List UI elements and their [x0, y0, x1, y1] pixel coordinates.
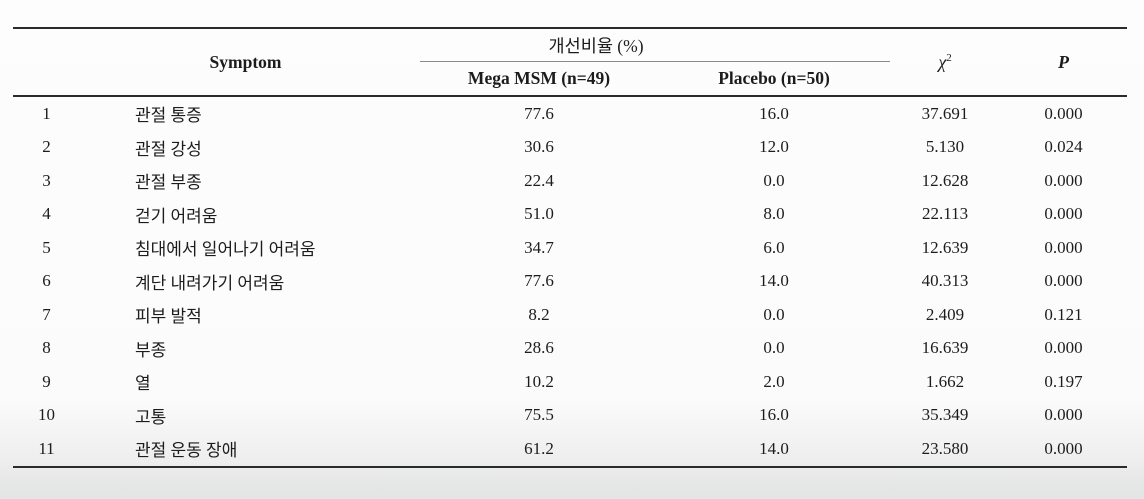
cell-chi-square: 1.662 [925, 371, 965, 391]
cell-placebo: 14.0 [759, 271, 789, 291]
table-row: 3 관절 부종 22.4 0.0 12.628 0.000 [13, 164, 1127, 198]
cell-symptom: 고통 [135, 407, 167, 427]
cell-mega-msm: 8.2 [528, 304, 550, 324]
cell-row-number: 1 [42, 103, 51, 123]
table-row: 4 걷기 어려움 51.0 8.0 22.113 0.000 [13, 198, 1127, 232]
table-row: 1 관절 통증 77.6 16.0 37.691 0.000 [13, 96, 1127, 131]
table-header: Symptom 개선비율 (%) χ2 P Mega MSM (n=49) Pl… [13, 28, 1128, 97]
cell-placebo: 12.0 [759, 137, 789, 157]
cell-p-value: 0.197 [1044, 371, 1083, 391]
cell-symptom: 관절 운동 장애 [80, 432, 421, 468]
header-row-treatments: Mega MSM (n=49) Placebo (n=50) [13, 61, 1127, 97]
table-row: 9 열 10.2 2.0 1.662 0.197 [13, 365, 1127, 399]
cell-symptom: 걷기 어려움 [135, 206, 218, 226]
cell-p-value: 0.000 [1044, 271, 1083, 291]
cell-placebo: 0.0 [763, 304, 785, 324]
cell-mega-msm: 75.5 [524, 405, 554, 425]
symptom-table: Symptom 개선비율 (%) χ2 P Mega MSM (n=49) Pl… [13, 27, 1128, 468]
cell-chi-square: 40.313 [921, 271, 969, 291]
cell-p-value: 0.000 [1044, 204, 1083, 224]
cell-chi-square: 22.113 [921, 204, 969, 224]
table-row: 10 고통 75.5 16.0 35.349 0.000 [13, 399, 1127, 433]
cell-chi-square: 23.580 [890, 432, 1001, 468]
cell-symptom: 피부 발적 [135, 307, 202, 327]
table-row: 2 관절 강성 30.6 12.0 5.130 0.024 [13, 131, 1127, 165]
column-header-p-value: P [1000, 28, 1128, 97]
table-row: 5 침대에서 일어나기 어려움 34.7 6.0 12.639 0.000 [13, 231, 1127, 265]
cell-p-value: 0.000 [1044, 103, 1083, 123]
cell-row-number: 7 [42, 304, 51, 324]
cell-chi-square: 35.349 [921, 405, 969, 425]
cell-chi-square: 37.691 [921, 103, 969, 123]
column-header-symptom: Symptom [13, 28, 421, 97]
cell-row-number: 10 [38, 405, 55, 425]
cell-symptom: 관절 강성 [135, 139, 202, 159]
cell-row-number: 6 [42, 271, 51, 291]
column-header-chi-square: χ2 [890, 28, 1001, 97]
table-row: 8 부종 28.6 0.0 16.639 0.000 [13, 332, 1127, 366]
cell-symptom: 열 [135, 374, 151, 394]
cell-row-number: 4 [42, 204, 51, 224]
cell-mega-msm: 61.2 [420, 432, 659, 468]
cell-chi-square: 2.409 [925, 304, 965, 324]
cell-mega-msm: 77.6 [524, 271, 554, 291]
cell-p-value: 0.000 [1044, 338, 1083, 358]
cell-p-value: 0.000 [1044, 405, 1083, 425]
cell-placebo: 16.0 [759, 405, 789, 425]
cell-mega-msm: 22.4 [524, 170, 554, 190]
column-header-mega-msm: Mega MSM (n=49) [420, 61, 659, 97]
chi-superscript: 2 [946, 51, 952, 64]
cell-p-value: 0.000 [1044, 237, 1083, 257]
table-row: 7 피부 발적 8.2 0.0 2.409 0.121 [13, 298, 1127, 332]
table-body: 1 관절 통증 77.6 16.0 37.691 0.000 2 관절 강성 3… [13, 96, 1128, 468]
cell-placebo: 0.0 [763, 170, 785, 190]
cell-mega-msm: 30.6 [524, 137, 554, 157]
cell-chi-square: 16.639 [921, 338, 969, 358]
cell-mega-msm: 51.0 [524, 204, 554, 224]
cell-mega-msm: 77.6 [524, 103, 554, 123]
cell-row-number: 3 [42, 170, 51, 190]
cell-p-value: 0.121 [1044, 304, 1083, 324]
cell-p-value: 0.024 [1044, 137, 1083, 157]
table-row: 6 계단 내려가기 어려움 77.6 14.0 40.313 0.000 [13, 265, 1127, 299]
cell-placebo: 14.0 [658, 432, 891, 468]
cell-placebo: 0.0 [763, 338, 785, 358]
cell-row-number: 9 [42, 371, 51, 391]
cell-row-number: 11 [13, 432, 80, 468]
cell-symptom: 침대에서 일어나기 어려움 [135, 240, 316, 260]
cell-row-number: 2 [42, 137, 51, 157]
cell-symptom: 부종 [135, 340, 167, 360]
cell-placebo: 6.0 [763, 237, 785, 257]
cell-placebo: 16.0 [759, 103, 789, 123]
cell-chi-square: 12.639 [921, 237, 969, 257]
cell-row-number: 5 [42, 237, 51, 257]
cell-symptom: 관절 통증 [135, 106, 202, 126]
cell-placebo: 8.0 [763, 204, 785, 224]
cell-row-number: 8 [42, 338, 51, 358]
cell-chi-square: 5.130 [925, 137, 965, 157]
cell-p-value: 0.000 [1044, 170, 1083, 190]
cell-p-value: 0.000 [1000, 432, 1128, 468]
chi-symbol: χ [938, 51, 947, 72]
cell-mega-msm: 34.7 [524, 237, 554, 257]
header-row-group: Symptom 개선비율 (%) χ2 P [13, 28, 1128, 97]
table-row: 11 관절 운동 장애 61.2 14.0 23.580 0.000 [13, 432, 1128, 468]
column-header-improvement-rate: 개선비율 (%) [420, 28, 891, 62]
cell-mega-msm: 28.6 [524, 338, 554, 358]
column-header-placebo: Placebo (n=50) [658, 61, 891, 97]
cell-placebo: 2.0 [763, 371, 785, 391]
cell-chi-square: 12.628 [921, 170, 969, 190]
cell-symptom: 계단 내려가기 어려움 [135, 273, 285, 293]
cell-symptom: 관절 부종 [135, 173, 202, 193]
cell-mega-msm: 10.2 [524, 371, 554, 391]
symptom-table-container: Symptom 개선비율 (%) χ2 P Mega MSM (n=49) Pl… [13, 27, 1128, 468]
